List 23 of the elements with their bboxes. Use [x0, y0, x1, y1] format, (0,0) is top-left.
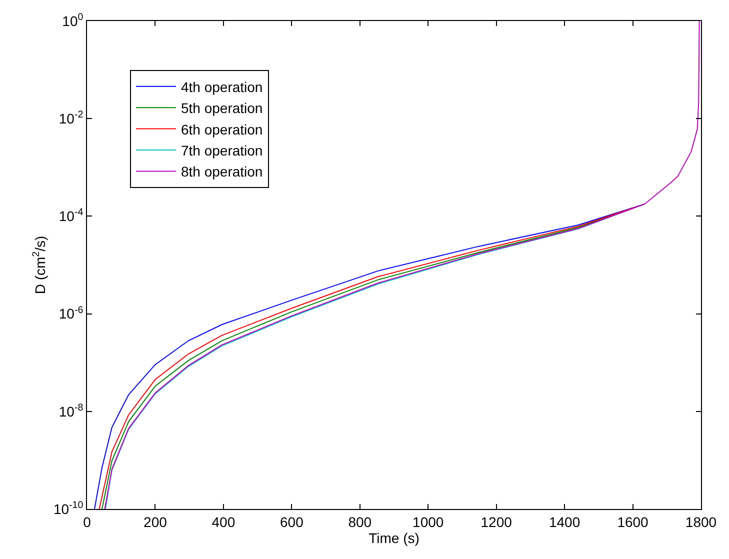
y-tick-label: 10$^{-6}$: [58, 304, 84, 322]
legend-label: 8th operation: [180, 164, 263, 180]
y-tick-label: 10$^{-4}$: [58, 207, 84, 224]
x-axis-title: Time (s): [368, 530, 420, 546]
y-tick-label: 10$^{-8}$: [58, 402, 84, 420]
y-tick-label: 10$^{0}$: [62, 12, 84, 29]
x-tick-label: 800: [348, 514, 372, 530]
legend-label: 6th operation: [180, 121, 263, 138]
x-tick-label: 600: [280, 514, 304, 530]
x-tick-label: 400: [212, 514, 236, 530]
legend-label: 4th operation: [180, 78, 263, 95]
x-tick-label: 200: [144, 514, 168, 530]
x-tick-label: 1000: [412, 514, 444, 530]
x-tick-label: 1200: [480, 514, 512, 530]
y-tick-label: 10$^{-10}$: [53, 500, 84, 517]
line-series: [104, 21, 700, 509]
legend-label: 7th operation: [180, 142, 263, 158]
x-tick-label: 1600: [617, 514, 649, 530]
x-tick-label: 1800: [685, 514, 717, 530]
legend-label: 5th operation: [180, 100, 263, 116]
x-tick-label: 0: [83, 514, 92, 530]
y-tick-label: 10$^{-2}$: [58, 110, 84, 126]
x-tick-label: 1400: [548, 514, 580, 530]
